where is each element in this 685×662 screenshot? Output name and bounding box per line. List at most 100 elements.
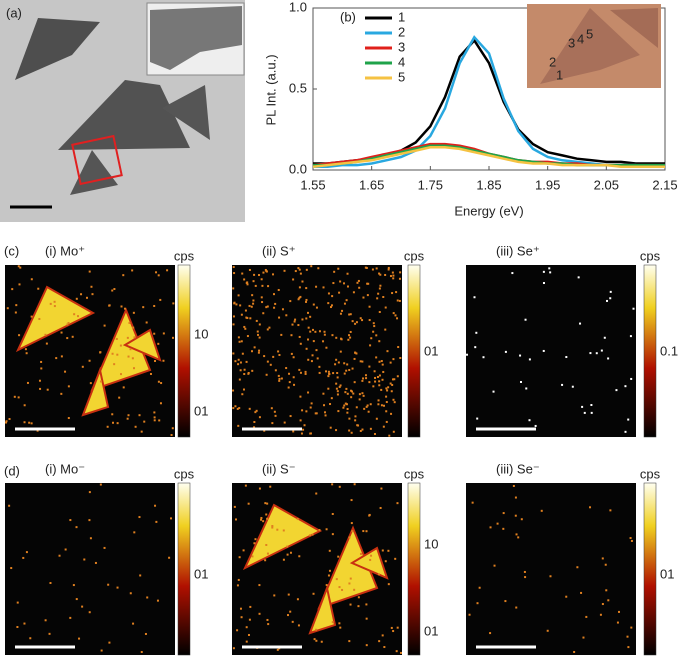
speckle xyxy=(233,505,236,508)
speckle xyxy=(589,506,592,509)
speckle xyxy=(339,626,342,629)
speckle xyxy=(249,605,252,608)
speckle xyxy=(138,516,141,519)
speckle xyxy=(237,358,240,361)
speckle xyxy=(81,605,84,608)
speckle xyxy=(361,392,364,395)
speckle xyxy=(384,328,387,331)
inset-label: 3 xyxy=(568,35,575,50)
speckle xyxy=(297,324,300,327)
speckle xyxy=(67,322,70,325)
speckle xyxy=(540,509,543,512)
speckle xyxy=(392,378,395,381)
speckle xyxy=(325,528,328,531)
speckle xyxy=(307,338,310,341)
speckle xyxy=(348,536,351,539)
speckle xyxy=(88,611,91,614)
speckle xyxy=(241,272,244,275)
speckle xyxy=(69,616,72,619)
speckle xyxy=(318,365,321,368)
speckle xyxy=(478,586,481,589)
speckle xyxy=(38,379,41,382)
speckle xyxy=(630,377,633,380)
speckle xyxy=(249,317,252,320)
speckle xyxy=(311,354,314,357)
speckle xyxy=(76,315,79,318)
speckle xyxy=(25,352,28,355)
speckle xyxy=(515,606,518,609)
speckle xyxy=(348,313,351,316)
speckle xyxy=(489,632,492,635)
speckle xyxy=(496,522,499,525)
speckle xyxy=(383,646,386,649)
speckle xyxy=(239,607,242,610)
speckle xyxy=(346,285,349,288)
speckle xyxy=(248,304,251,307)
speckle xyxy=(265,513,268,516)
speckle xyxy=(365,617,368,620)
speckle xyxy=(265,306,268,309)
speckle xyxy=(172,302,175,305)
speckle xyxy=(387,386,390,389)
speckle xyxy=(305,287,308,290)
speckle xyxy=(254,538,257,541)
speckle xyxy=(246,281,249,284)
colorbar-tick-label: 10 xyxy=(424,536,438,551)
speckle xyxy=(26,381,29,384)
speckle xyxy=(327,370,330,373)
speckle xyxy=(251,369,254,372)
speckle xyxy=(361,379,364,382)
speckle xyxy=(23,622,26,625)
speckle xyxy=(349,330,352,333)
speckle xyxy=(369,403,372,406)
speckle xyxy=(18,334,21,337)
speckle xyxy=(153,304,156,307)
speckle xyxy=(389,382,392,385)
speckle xyxy=(45,342,48,345)
panel-label: (a) xyxy=(6,5,22,20)
speckle xyxy=(609,297,612,300)
speckle xyxy=(378,380,381,383)
speckle xyxy=(168,556,171,559)
speckle xyxy=(305,347,308,350)
speckle xyxy=(607,357,610,360)
speckle xyxy=(24,348,27,351)
speckle xyxy=(267,623,270,626)
speckle xyxy=(75,297,78,300)
speckle xyxy=(311,328,314,331)
speckle xyxy=(357,279,360,282)
speckle xyxy=(542,282,545,285)
speckle xyxy=(282,529,285,532)
speckle xyxy=(573,650,576,653)
speckle xyxy=(247,372,250,375)
speckle xyxy=(351,320,354,323)
speckle xyxy=(293,320,296,323)
speckle xyxy=(253,420,256,423)
speckle xyxy=(242,388,245,391)
speckle xyxy=(381,634,384,637)
speckle xyxy=(305,410,308,413)
colorbar-tick-label: 10 xyxy=(194,326,208,341)
speckle xyxy=(576,566,579,569)
speckle xyxy=(337,410,340,413)
speckle xyxy=(274,414,277,417)
speckle xyxy=(272,355,275,358)
speckle xyxy=(22,556,25,559)
speckle xyxy=(364,266,367,269)
speckle xyxy=(239,361,242,364)
legend-label: 4 xyxy=(398,54,405,69)
speckle xyxy=(391,292,394,295)
speckle xyxy=(355,406,358,409)
speckle xyxy=(89,382,92,385)
speckle xyxy=(354,415,357,418)
speckle xyxy=(629,335,632,338)
speckle xyxy=(392,358,395,361)
speckle xyxy=(325,346,328,349)
speckle xyxy=(520,518,523,521)
flake-signal xyxy=(349,546,389,580)
speckle xyxy=(348,369,351,372)
speckle xyxy=(617,610,620,613)
speckle xyxy=(5,420,8,423)
speckle xyxy=(389,361,392,364)
